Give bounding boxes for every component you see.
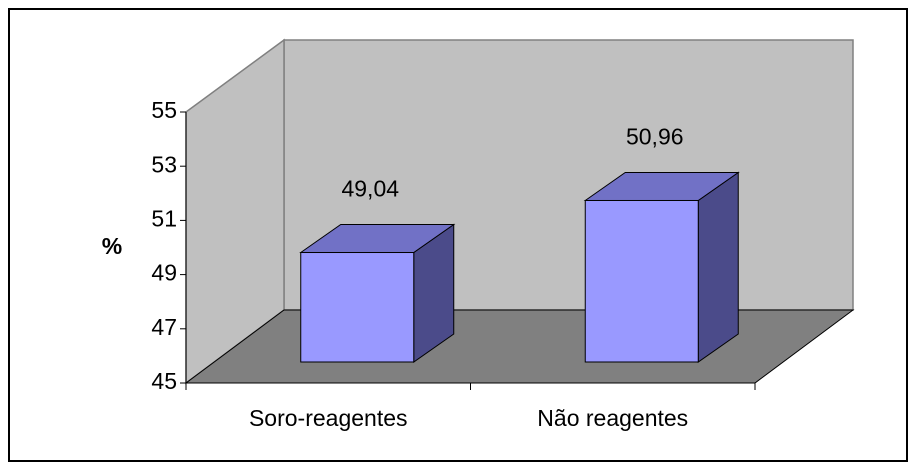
x-tick-label: Não reagentes bbox=[537, 405, 688, 431]
bar-side bbox=[697, 171, 739, 363]
bar bbox=[584, 199, 699, 363]
data-label: 50,96 bbox=[626, 124, 684, 150]
y-axis-label: % bbox=[102, 233, 122, 259]
y-tick-label: 51 bbox=[151, 205, 177, 231]
y-tick-label: 47 bbox=[151, 314, 177, 340]
y-tick-label: 45 bbox=[151, 368, 177, 394]
floor bbox=[184, 309, 855, 384]
y-tick-label: 55 bbox=[151, 97, 177, 123]
y-tick-label: 53 bbox=[151, 151, 177, 177]
x-tick-label: Soro-reagentes bbox=[249, 405, 408, 431]
bar bbox=[300, 252, 415, 363]
y-tick-label: 49 bbox=[151, 260, 177, 286]
data-label: 49,04 bbox=[341, 176, 399, 202]
